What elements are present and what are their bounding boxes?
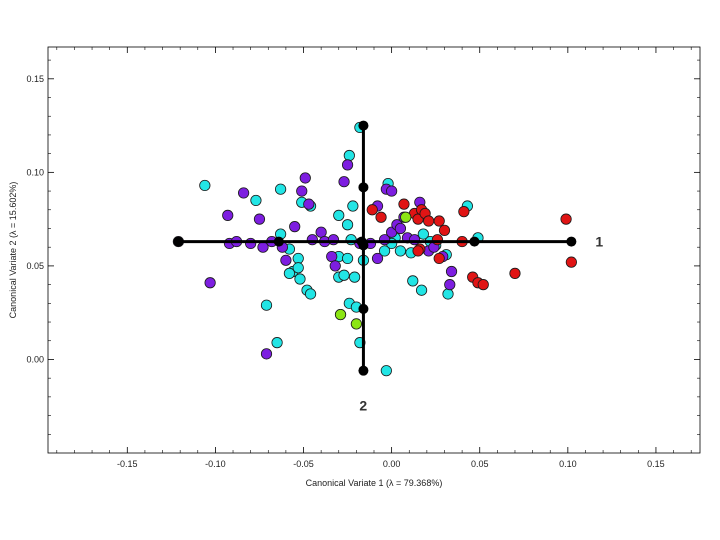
centroid-marker-1 [173, 236, 184, 247]
x-tick-label: -0.10 [205, 459, 226, 469]
data-point-series-1 [275, 183, 287, 195]
data-point-series-2 [303, 198, 315, 210]
data-point-series-2 [326, 250, 338, 263]
data-point-series-2 [327, 234, 340, 246]
data-point-series-2 [338, 176, 350, 188]
centroid-marker-2 [358, 365, 369, 376]
tick-label-group: -0.15 -0.10 -0.05 0.00 0.05 0.10 0.15 0.00 0.05 0… [26, 74, 664, 469]
data-point-series-3 [433, 252, 445, 265]
data-point-series-4 [400, 211, 412, 223]
data-point-series-1 [304, 288, 317, 300]
x-axis-title: Canonical Variate 1 (λ = 79.368%) [306, 478, 443, 488]
data-point-series-1 [442, 288, 454, 300]
data-point-series-2 [445, 265, 458, 278]
data-point-series-2 [386, 185, 398, 197]
data-point-series-1 [271, 337, 283, 349]
data-point-series-2 [260, 348, 273, 360]
data-point-series-2 [238, 187, 250, 199]
data-point-series-3 [560, 213, 572, 225]
data-point-series-2 [280, 254, 292, 266]
data-point-series-3 [412, 245, 424, 257]
data-point-series-1 [294, 273, 306, 285]
data-point-series-3 [433, 215, 445, 227]
centroid-marker-2 [358, 303, 369, 314]
data-point-series-3 [565, 256, 577, 268]
x-tick-label: 0.05 [471, 459, 489, 469]
data-point-series-2 [306, 234, 318, 246]
data-point-series-3 [431, 234, 444, 246]
data-point-series-3 [477, 279, 489, 291]
data-point-series-1 [378, 245, 391, 257]
data-point-series-3 [438, 224, 451, 236]
data-point-series-4 [334, 308, 347, 321]
y-tick-label: 0.10 [26, 167, 44, 177]
data-point-series-1 [394, 245, 407, 257]
x-tick-label: -0.15 [117, 459, 138, 469]
data-point-series-1 [292, 252, 304, 265]
centroid-marker-1 [469, 236, 480, 247]
data-point-series-3 [366, 204, 378, 216]
data-point-series-3 [458, 206, 470, 218]
x-tick-label: 0.15 [647, 459, 665, 469]
data-point-series-2 [408, 234, 421, 246]
data-point-series-3 [398, 198, 410, 210]
y-tick-label: 0.15 [26, 74, 44, 84]
data-point-series-1 [407, 275, 419, 287]
centroid-marker-2 [358, 182, 369, 193]
y-axis-title: Canonical Variate 2 (λ = 15.602%) [8, 182, 18, 319]
y-tick-label: 0.00 [26, 354, 44, 364]
data-point-series-1 [380, 365, 392, 377]
data-point-series-2 [341, 159, 354, 171]
data-point-series-2 [289, 221, 301, 233]
data-point-series-2 [204, 277, 216, 289]
centroid-label-2: 2 [359, 398, 367, 414]
data-point-series-1 [283, 267, 296, 279]
data-point-series-1 [292, 262, 304, 274]
centroid-marker-1 [566, 236, 577, 247]
data-point-series-2 [245, 237, 257, 250]
data-point-series-2 [299, 172, 311, 184]
data-point-series-3 [423, 215, 435, 227]
data-point-series-2 [444, 279, 456, 291]
data-point-series-1 [341, 219, 354, 231]
data-point-series-2 [222, 209, 234, 221]
data-point-series-2 [371, 252, 384, 265]
data-point-series-1 [333, 209, 345, 221]
data-point-series-1 [415, 284, 428, 296]
data-point-series-2 [253, 213, 266, 225]
tick-group [48, 47, 700, 453]
centroid-line-group: 12 [173, 120, 603, 414]
data-point-series-1 [347, 200, 359, 212]
data-point-series-2 [315, 226, 327, 238]
data-point-series-3 [375, 211, 387, 223]
data-point-group [172, 121, 577, 377]
x-tick-label: 0.00 [383, 459, 401, 469]
data-point-series-1 [250, 194, 262, 207]
x-tick-label: 0.10 [559, 459, 577, 469]
data-point-series-4 [350, 318, 362, 330]
data-point-series-1 [260, 299, 273, 311]
y-tick-label: 0.05 [26, 261, 44, 271]
data-point-series-1 [417, 228, 429, 240]
data-point-series-1 [343, 149, 355, 162]
data-point-series-1 [349, 271, 361, 283]
centroid-marker-2 [358, 240, 369, 251]
data-point-series-2 [394, 222, 407, 235]
data-point-series-3 [509, 267, 521, 279]
data-point-series-1 [338, 269, 350, 281]
data-point-series-2 [296, 185, 308, 197]
data-point-series-1 [341, 252, 354, 265]
centroid-marker-2 [358, 120, 369, 131]
centroid-marker-1 [273, 236, 284, 247]
x-tick-label: -0.05 [293, 459, 314, 469]
data-point-series-2 [329, 260, 341, 272]
plot-frame [47, 46, 701, 454]
data-point-series-1 [199, 179, 211, 192]
centroid-label-1: 1 [595, 234, 603, 250]
